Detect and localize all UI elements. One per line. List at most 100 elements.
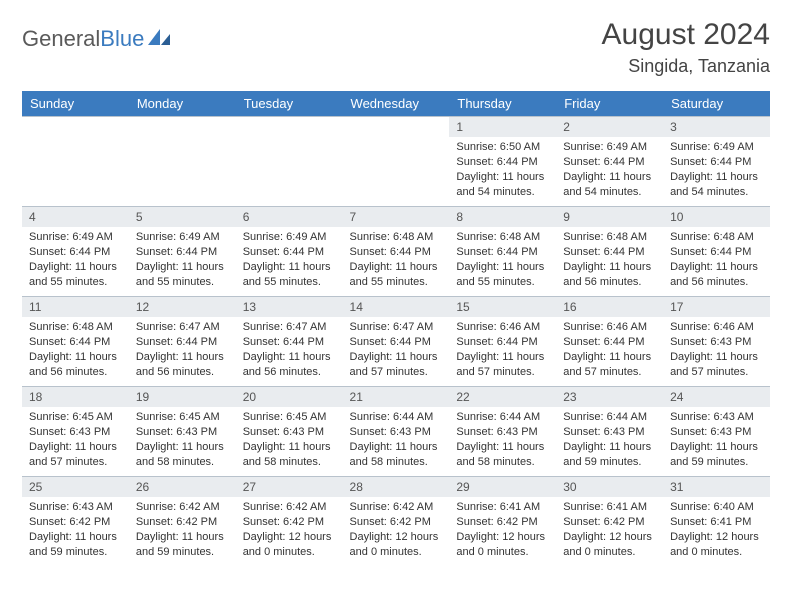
day-details: Sunrise: 6:49 AMSunset: 6:44 PMDaylight:… xyxy=(22,227,129,293)
day-number: 29 xyxy=(449,477,556,497)
day-number: 26 xyxy=(129,477,236,497)
day-details: Sunrise: 6:45 AMSunset: 6:43 PMDaylight:… xyxy=(22,407,129,473)
day-number: 31 xyxy=(663,477,770,497)
day-details: Sunrise: 6:49 AMSunset: 6:44 PMDaylight:… xyxy=(129,227,236,293)
day-details: Sunrise: 6:47 AMSunset: 6:44 PMDaylight:… xyxy=(236,317,343,383)
day-details: Sunrise: 6:42 AMSunset: 6:42 PMDaylight:… xyxy=(343,497,450,563)
day-number: 8 xyxy=(449,207,556,227)
day-number: 2 xyxy=(556,117,663,137)
calendar-cell: 12Sunrise: 6:47 AMSunset: 6:44 PMDayligh… xyxy=(129,297,236,387)
day-number: 13 xyxy=(236,297,343,317)
calendar-cell: 18Sunrise: 6:45 AMSunset: 6:43 PMDayligh… xyxy=(22,387,129,477)
day-number: 6 xyxy=(236,207,343,227)
weekday-header: Friday xyxy=(556,91,663,117)
calendar-cell xyxy=(129,117,236,207)
day-details: Sunrise: 6:50 AMSunset: 6:44 PMDaylight:… xyxy=(449,137,556,203)
calendar-cell: 6Sunrise: 6:49 AMSunset: 6:44 PMDaylight… xyxy=(236,207,343,297)
day-details: Sunrise: 6:44 AMSunset: 6:43 PMDaylight:… xyxy=(449,407,556,473)
day-number: 28 xyxy=(343,477,450,497)
calendar-cell: 2Sunrise: 6:49 AMSunset: 6:44 PMDaylight… xyxy=(556,117,663,207)
day-number: 14 xyxy=(343,297,450,317)
calendar-cell: 1Sunrise: 6:50 AMSunset: 6:44 PMDaylight… xyxy=(449,117,556,207)
day-number: 24 xyxy=(663,387,770,407)
day-number: 10 xyxy=(663,207,770,227)
calendar-cell: 31Sunrise: 6:40 AMSunset: 6:41 PMDayligh… xyxy=(663,477,770,567)
day-number: 11 xyxy=(22,297,129,317)
day-details: Sunrise: 6:48 AMSunset: 6:44 PMDaylight:… xyxy=(343,227,450,293)
day-number: 7 xyxy=(343,207,450,227)
header: GeneralBlue August 2024 Singida, Tanzani… xyxy=(22,18,770,77)
calendar-cell: 21Sunrise: 6:44 AMSunset: 6:43 PMDayligh… xyxy=(343,387,450,477)
weekday-header: Wednesday xyxy=(343,91,450,117)
calendar-cell xyxy=(22,117,129,207)
weekday-header: Sunday xyxy=(22,91,129,117)
day-details: Sunrise: 6:40 AMSunset: 6:41 PMDaylight:… xyxy=(663,497,770,563)
day-details: Sunrise: 6:41 AMSunset: 6:42 PMDaylight:… xyxy=(449,497,556,563)
day-number: 27 xyxy=(236,477,343,497)
day-number: 1 xyxy=(449,117,556,137)
calendar-cell: 26Sunrise: 6:42 AMSunset: 6:42 PMDayligh… xyxy=(129,477,236,567)
calendar-cell: 3Sunrise: 6:49 AMSunset: 6:44 PMDaylight… xyxy=(663,117,770,207)
day-details: Sunrise: 6:49 AMSunset: 6:44 PMDaylight:… xyxy=(236,227,343,293)
brand-sail-icon xyxy=(146,27,172,52)
calendar-cell: 24Sunrise: 6:43 AMSunset: 6:43 PMDayligh… xyxy=(663,387,770,477)
calendar-row: 4Sunrise: 6:49 AMSunset: 6:44 PMDaylight… xyxy=(22,207,770,297)
day-number: 19 xyxy=(129,387,236,407)
day-number: 12 xyxy=(129,297,236,317)
calendar-page: GeneralBlue August 2024 Singida, Tanzani… xyxy=(0,0,792,577)
day-number: 3 xyxy=(663,117,770,137)
day-details: Sunrise: 6:45 AMSunset: 6:43 PMDaylight:… xyxy=(129,407,236,473)
day-details: Sunrise: 6:45 AMSunset: 6:43 PMDaylight:… xyxy=(236,407,343,473)
calendar-cell: 8Sunrise: 6:48 AMSunset: 6:44 PMDaylight… xyxy=(449,207,556,297)
day-details: Sunrise: 6:46 AMSunset: 6:44 PMDaylight:… xyxy=(556,317,663,383)
calendar-cell: 4Sunrise: 6:49 AMSunset: 6:44 PMDaylight… xyxy=(22,207,129,297)
day-details: Sunrise: 6:47 AMSunset: 6:44 PMDaylight:… xyxy=(343,317,450,383)
calendar-row: 25Sunrise: 6:43 AMSunset: 6:42 PMDayligh… xyxy=(22,477,770,567)
calendar-cell: 17Sunrise: 6:46 AMSunset: 6:43 PMDayligh… xyxy=(663,297,770,387)
day-details: Sunrise: 6:42 AMSunset: 6:42 PMDaylight:… xyxy=(236,497,343,563)
day-details: Sunrise: 6:48 AMSunset: 6:44 PMDaylight:… xyxy=(556,227,663,293)
calendar-cell: 25Sunrise: 6:43 AMSunset: 6:42 PMDayligh… xyxy=(22,477,129,567)
day-details: Sunrise: 6:42 AMSunset: 6:42 PMDaylight:… xyxy=(129,497,236,563)
day-details: Sunrise: 6:49 AMSunset: 6:44 PMDaylight:… xyxy=(663,137,770,203)
calendar-cell: 7Sunrise: 6:48 AMSunset: 6:44 PMDaylight… xyxy=(343,207,450,297)
calendar-cell: 10Sunrise: 6:48 AMSunset: 6:44 PMDayligh… xyxy=(663,207,770,297)
weekday-header-row: Sunday Monday Tuesday Wednesday Thursday… xyxy=(22,91,770,117)
day-details: Sunrise: 6:41 AMSunset: 6:42 PMDaylight:… xyxy=(556,497,663,563)
calendar-cell: 22Sunrise: 6:44 AMSunset: 6:43 PMDayligh… xyxy=(449,387,556,477)
day-number: 23 xyxy=(556,387,663,407)
day-details: Sunrise: 6:44 AMSunset: 6:43 PMDaylight:… xyxy=(343,407,450,473)
calendar-cell: 27Sunrise: 6:42 AMSunset: 6:42 PMDayligh… xyxy=(236,477,343,567)
calendar-cell: 30Sunrise: 6:41 AMSunset: 6:42 PMDayligh… xyxy=(556,477,663,567)
day-details: Sunrise: 6:49 AMSunset: 6:44 PMDaylight:… xyxy=(556,137,663,203)
day-number: 25 xyxy=(22,477,129,497)
day-details: Sunrise: 6:44 AMSunset: 6:43 PMDaylight:… xyxy=(556,407,663,473)
calendar-cell: 9Sunrise: 6:48 AMSunset: 6:44 PMDaylight… xyxy=(556,207,663,297)
calendar-cell: 23Sunrise: 6:44 AMSunset: 6:43 PMDayligh… xyxy=(556,387,663,477)
weekday-header: Saturday xyxy=(663,91,770,117)
brand-logo: GeneralBlue xyxy=(22,26,172,52)
calendar-cell: 5Sunrise: 6:49 AMSunset: 6:44 PMDaylight… xyxy=(129,207,236,297)
weekday-header: Tuesday xyxy=(236,91,343,117)
weekday-header: Monday xyxy=(129,91,236,117)
calendar-cell: 28Sunrise: 6:42 AMSunset: 6:42 PMDayligh… xyxy=(343,477,450,567)
calendar-cell: 29Sunrise: 6:41 AMSunset: 6:42 PMDayligh… xyxy=(449,477,556,567)
calendar-row: 11Sunrise: 6:48 AMSunset: 6:44 PMDayligh… xyxy=(22,297,770,387)
day-details: Sunrise: 6:43 AMSunset: 6:42 PMDaylight:… xyxy=(22,497,129,563)
day-details: Sunrise: 6:47 AMSunset: 6:44 PMDaylight:… xyxy=(129,317,236,383)
calendar-cell xyxy=(236,117,343,207)
day-number: 16 xyxy=(556,297,663,317)
day-details: Sunrise: 6:48 AMSunset: 6:44 PMDaylight:… xyxy=(663,227,770,293)
day-number: 9 xyxy=(556,207,663,227)
day-details: Sunrise: 6:48 AMSunset: 6:44 PMDaylight:… xyxy=(449,227,556,293)
day-details: Sunrise: 6:48 AMSunset: 6:44 PMDaylight:… xyxy=(22,317,129,383)
month-title: August 2024 xyxy=(602,18,770,52)
calendar-cell: 15Sunrise: 6:46 AMSunset: 6:44 PMDayligh… xyxy=(449,297,556,387)
day-details: Sunrise: 6:46 AMSunset: 6:43 PMDaylight:… xyxy=(663,317,770,383)
calendar-table: Sunday Monday Tuesday Wednesday Thursday… xyxy=(22,91,770,567)
calendar-cell: 19Sunrise: 6:45 AMSunset: 6:43 PMDayligh… xyxy=(129,387,236,477)
day-details: Sunrise: 6:46 AMSunset: 6:44 PMDaylight:… xyxy=(449,317,556,383)
location-label: Singida, Tanzania xyxy=(602,56,770,77)
day-number: 20 xyxy=(236,387,343,407)
day-number: 4 xyxy=(22,207,129,227)
